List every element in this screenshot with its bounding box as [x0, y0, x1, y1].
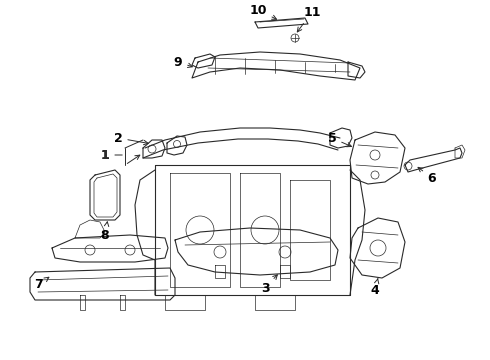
Text: 4: 4: [370, 278, 379, 297]
Text: 9: 9: [173, 55, 193, 68]
Text: 7: 7: [34, 277, 49, 292]
Text: 6: 6: [418, 167, 436, 185]
Text: 5: 5: [328, 131, 351, 147]
Text: 11: 11: [297, 5, 321, 32]
Text: 1: 1: [100, 149, 109, 162]
Text: 2: 2: [114, 131, 148, 145]
Text: 1: 1: [100, 149, 122, 162]
Text: 3: 3: [261, 275, 277, 294]
Text: 8: 8: [100, 222, 109, 242]
Text: 10: 10: [249, 4, 276, 19]
